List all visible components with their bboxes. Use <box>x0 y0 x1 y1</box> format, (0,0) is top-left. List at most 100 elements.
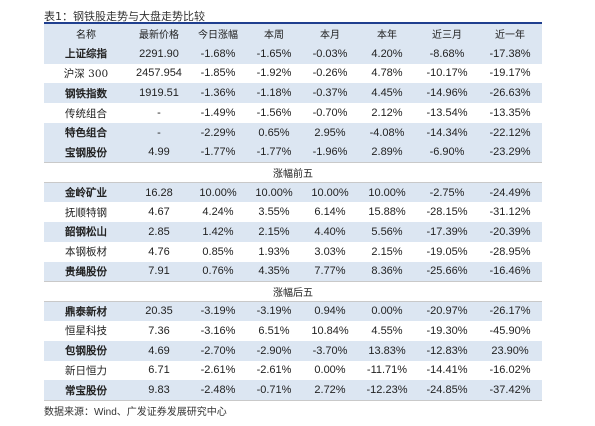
value-cell: 10.84% <box>302 320 358 341</box>
value-cell: -45.90% <box>478 320 542 341</box>
value-cell: 4.67 <box>128 202 190 222</box>
column-header: 近三月 <box>416 24 478 44</box>
stock-name-cell: 传统组合 <box>44 103 128 123</box>
table-row: 韶钢松山 2.85 1.42% 2.15% 4.40% 5.56% -17.39% -20.3… <box>44 221 542 242</box>
table-row: 宝钢股份 4.99 -1.77% -1.77% -1.96% 2.89% -6.90% -23… <box>44 142 542 163</box>
table-row: 本钢板材 4.76 0.85% 1.93% 3.03% 2.15% -19.05% -28.9… <box>44 241 542 262</box>
value-cell: -2.70% <box>190 340 246 361</box>
value-cell: 10.00% <box>358 182 416 203</box>
section-title: 涨幅前五 <box>44 162 542 183</box>
value-cell: -12.23% <box>358 380 416 401</box>
column-header: 名称 <box>44 24 128 44</box>
value-cell: 4.24% <box>190 202 246 222</box>
value-cell: -16.02% <box>478 360 542 381</box>
value-cell: -14.96% <box>416 83 478 104</box>
value-cell: -22.12% <box>478 122 542 143</box>
value-cell: -16.46% <box>478 261 542 282</box>
column-header: 最新价格 <box>128 24 190 44</box>
value-cell: -11.71% <box>358 360 416 381</box>
value-cell: 0.85% <box>190 241 246 262</box>
value-cell: 10.00% <box>190 182 246 203</box>
table-row: 传统组合 - -1.49% -1.56% -0.70% 2.12% -13.54% -13.3… <box>44 103 542 123</box>
value-cell: -1.18% <box>246 83 302 104</box>
value-cell: 4.69 <box>128 340 190 361</box>
value-cell: -0.71% <box>246 380 302 401</box>
value-cell: -23.29% <box>478 142 542 163</box>
value-cell: -24.85% <box>416 380 478 401</box>
value-cell: -0.26% <box>302 63 358 84</box>
value-cell: 7.36 <box>128 320 190 341</box>
column-header: 本周 <box>246 24 302 44</box>
value-cell: -2.48% <box>190 380 246 401</box>
stock-name-cell: 抚顺特钢 <box>44 202 128 222</box>
value-cell: -1.49% <box>190 103 246 123</box>
stock-name-cell: 恒星科技 <box>44 320 128 341</box>
value-cell: 4.78% <box>358 63 416 84</box>
value-cell: -28.95% <box>478 241 542 262</box>
value-cell: 15.88% <box>358 202 416 222</box>
table-row: 常宝股份 9.83 -2.48% -0.71% 2.72% -12.23% -24.85% -… <box>44 380 542 401</box>
stock-name-cell: 钢铁指数 <box>44 83 128 104</box>
value-cell: 0.76% <box>190 261 246 282</box>
table-row: 特色组合 - -2.29% 0.65% 2.95% -4.08% -14.34% -22.12… <box>44 122 542 143</box>
value-cell: -3.16% <box>190 320 246 341</box>
value-cell: -1.77% <box>190 142 246 163</box>
value-cell: 0.00% <box>358 301 416 321</box>
value-cell: -1.85% <box>190 63 246 84</box>
source-wind: Wind <box>94 407 117 418</box>
value-cell: 4.35% <box>246 261 302 282</box>
value-cell: -1.68% <box>190 43 246 64</box>
value-cell: -26.63% <box>478 83 542 104</box>
value-cell: 8.36% <box>358 261 416 282</box>
source-suffix: 、广发证券发展研究中心 <box>116 407 227 418</box>
value-cell: -2.29% <box>190 122 246 143</box>
value-cell: -3.70% <box>302 340 358 361</box>
value-cell: -28.15% <box>416 202 478 222</box>
value-cell: 2.95% <box>302 122 358 143</box>
value-cell: -13.35% <box>478 103 542 123</box>
value-cell: 2.15% <box>358 241 416 262</box>
table-row: 金岭矿业 16.28 10.00% 10.00% 10.00% 10.00% -2.75% -… <box>44 182 542 203</box>
value-cell: 6.14% <box>302 202 358 222</box>
value-cell: 4.76 <box>128 241 190 262</box>
value-cell: -2.75% <box>416 182 478 203</box>
table-row: 新日恒力 6.71 -2.61% -2.61% 0.00% -11.71% -14.41% -… <box>44 360 542 381</box>
value-cell: 0.00% <box>302 360 358 381</box>
value-cell: -3.19% <box>190 301 246 321</box>
value-cell: 2457.954 <box>128 63 190 84</box>
table-row: 钢铁指数 1919.51 -1.36% -1.18% -0.37% 4.45% -14.96… <box>44 83 542 104</box>
table-row: 沪深 300 2457.954 -1.85% -1.92% -0.26% 4.78% -10… <box>44 63 542 84</box>
table-body: 名称 最新价格 今日涨幅 本周 本月 本年 近三月 近一年 上证综指 2291.9… <box>44 24 542 401</box>
table-row: 贵绳股份 7.91 0.76% 4.35% 7.77% 8.36% -25.66% -16.4… <box>44 261 542 282</box>
stock-name-cell: 贵绳股份 <box>44 261 128 282</box>
value-cell: 4.99 <box>128 142 190 163</box>
value-cell: -1.56% <box>246 103 302 123</box>
value-cell: -1.77% <box>246 142 302 163</box>
value-cell: 3.55% <box>246 202 302 222</box>
value-cell: 6.71 <box>128 360 190 381</box>
value-cell: -19.17% <box>478 63 542 84</box>
value-cell: -19.05% <box>416 241 478 262</box>
value-cell: -14.41% <box>416 360 478 381</box>
value-cell: 1.93% <box>246 241 302 262</box>
value-cell: -6.90% <box>416 142 478 163</box>
value-cell: -37.42% <box>478 380 542 401</box>
stock-name-cell: 韶钢松山 <box>44 221 128 242</box>
value-cell: -2.61% <box>246 360 302 381</box>
value-cell: 5.56% <box>358 221 416 242</box>
value-cell: 2291.90 <box>128 43 190 64</box>
value-cell: - <box>128 122 190 143</box>
value-cell: 2.89% <box>358 142 416 163</box>
stock-name-cell: 上证综指 <box>44 43 128 64</box>
table-row: 抚顺特钢 4.67 4.24% 3.55% 6.14% 15.88% -28.15% -31.… <box>44 202 542 222</box>
stock-name-cell: 常宝股份 <box>44 380 128 401</box>
value-cell: 9.83 <box>128 380 190 401</box>
value-cell: -2.61% <box>190 360 246 381</box>
value-cell: 2.15% <box>246 221 302 242</box>
column-header: 今日涨幅 <box>190 24 246 44</box>
data-source-note: 数据来源：Wind、广发证券发展研究中心 <box>44 403 227 418</box>
comparison-table-container: 名称 最新价格 今日涨幅 本周 本月 本年 近三月 近一年 上证综指 2291.9… <box>44 22 542 402</box>
value-cell: -20.97% <box>416 301 478 321</box>
value-cell: -26.17% <box>478 301 542 321</box>
value-cell: 0.94% <box>302 301 358 321</box>
